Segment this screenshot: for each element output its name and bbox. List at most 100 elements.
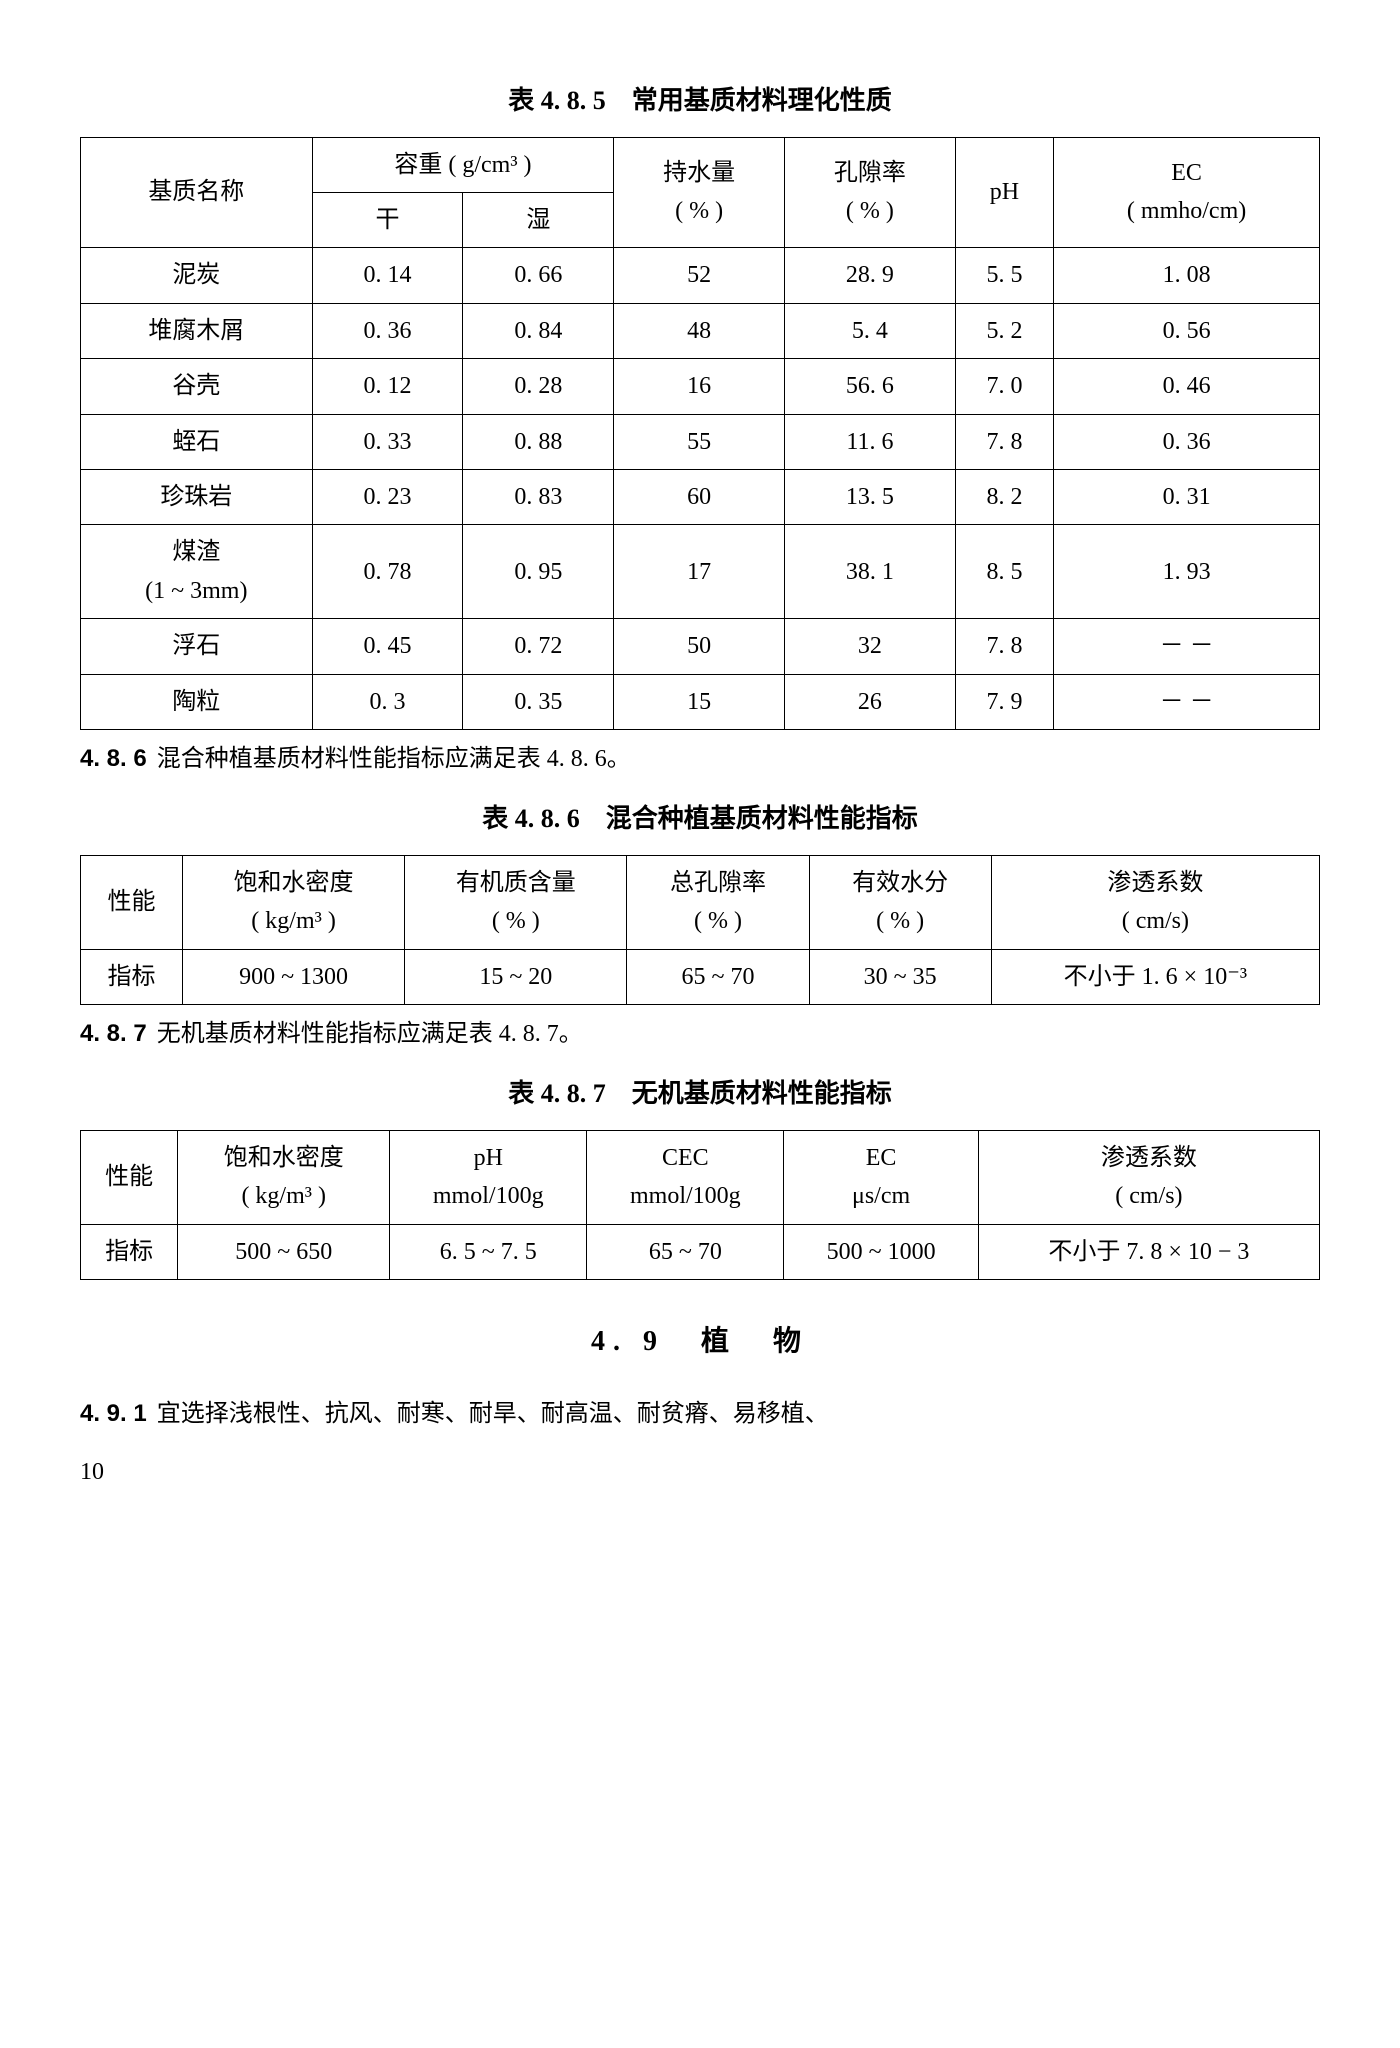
- table-cell: 8. 2: [955, 469, 1053, 524]
- para-486-text: 混合种植基质材料性能指标应满足表 4. 8. 6。: [157, 746, 631, 772]
- table-cell: 堆腐木屑: [81, 303, 313, 358]
- table-header-cell: 饱和水密度 ( kg/m³ ): [182, 855, 404, 949]
- th-name: 基质名称: [81, 137, 313, 248]
- table-cell: 1. 08: [1054, 248, 1320, 303]
- table-cell: 谷壳: [81, 359, 313, 414]
- th-water: 持水量 ( % ): [614, 137, 785, 248]
- table-row: 珍珠岩0. 230. 836013. 58. 20. 31: [81, 469, 1320, 524]
- table-cell: － －: [1054, 619, 1320, 674]
- table-header-cell: 总孔隙率 ( % ): [627, 855, 809, 949]
- th-density: 容重 ( g/cm³ ): [312, 137, 614, 192]
- table-cell: 65 ~ 70: [627, 949, 809, 1004]
- table-cell: 0. 95: [463, 525, 614, 619]
- table-cell: 28. 9: [785, 248, 956, 303]
- table-cell: 不小于 1. 6 × 10⁻³: [991, 949, 1319, 1004]
- table-cell: 0. 14: [312, 248, 463, 303]
- para-487-text: 无机基质材料性能指标应满足表 4. 8. 7。: [157, 1021, 583, 1047]
- table-cell: 0. 66: [463, 248, 614, 303]
- table-cell: 蛭石: [81, 414, 313, 469]
- table-cell: 0. 84: [463, 303, 614, 358]
- table-cell: 52: [614, 248, 785, 303]
- table-cell: 5. 4: [785, 303, 956, 358]
- table-cell: 指标: [81, 1224, 178, 1279]
- th-dry: 干: [312, 192, 463, 247]
- table-row: 蛭石0. 330. 885511. 67. 80. 36: [81, 414, 1320, 469]
- table-cell: 浮石: [81, 619, 313, 674]
- table-cell: 0. 46: [1054, 359, 1320, 414]
- table-header-cell: 渗透系数 ( cm/s): [991, 855, 1319, 949]
- table-cell: 15 ~ 20: [405, 949, 627, 1004]
- para-491-num: 4. 9. 1: [80, 1400, 147, 1427]
- table-cell: 500 ~ 650: [178, 1224, 390, 1279]
- table-header-cell: pH mmol/100g: [390, 1131, 587, 1225]
- table-cell: 0. 78: [312, 525, 463, 619]
- table-cell: 11. 6: [785, 414, 956, 469]
- table-cell: 0. 36: [1054, 414, 1320, 469]
- table-cell: 不小于 7. 8 × 10 − 3: [978, 1224, 1319, 1279]
- table-cell: 7. 8: [955, 619, 1053, 674]
- table-header-cell: 饱和水密度 ( kg/m³ ): [178, 1131, 390, 1225]
- para-491-text: 宜选择浅根性、抗风、耐寒、耐旱、耐高温、耐贫瘠、易移植、: [157, 1401, 829, 1427]
- table-row: 泥炭0. 140. 665228. 95. 51. 08: [81, 248, 1320, 303]
- table-cell: 26: [785, 674, 956, 729]
- table-cell: 65 ~ 70: [587, 1224, 784, 1279]
- table-cell: 7. 0: [955, 359, 1053, 414]
- table-cell: 1. 93: [1054, 525, 1320, 619]
- table-header-cell: CEC mmol/100g: [587, 1131, 784, 1225]
- th-ec: EC ( mmho/cm): [1054, 137, 1320, 248]
- table-cell: 0. 45: [312, 619, 463, 674]
- table-header-cell: 有效水分 ( % ): [809, 855, 991, 949]
- section-49-title: 4. 9 植 物: [80, 1320, 1320, 1365]
- table-cell: 0. 28: [463, 359, 614, 414]
- table-cell: 50: [614, 619, 785, 674]
- table-row: 谷壳0. 120. 281656. 67. 00. 46: [81, 359, 1320, 414]
- table-row: 浮石0. 450. 7250327. 8－ －: [81, 619, 1320, 674]
- table-row: 陶粒0. 30. 3515267. 9－ －: [81, 674, 1320, 729]
- table-487: 性能饱和水密度 ( kg/m³ )pH mmol/100gCEC mmol/10…: [80, 1130, 1320, 1280]
- para-487: 4. 8. 7无机基质材料性能指标应满足表 4. 8. 7。: [80, 1015, 1320, 1053]
- table-cell: 8. 5: [955, 525, 1053, 619]
- table-cell: 0. 56: [1054, 303, 1320, 358]
- th-wet: 湿: [463, 192, 614, 247]
- table-cell: 0. 31: [1054, 469, 1320, 524]
- table-cell: 0. 36: [312, 303, 463, 358]
- table-485-caption: 表 4. 8. 5 常用基质材料理化性质: [80, 80, 1320, 122]
- para-491: 4. 9. 1 宜选择浅根性、抗风、耐寒、耐旱、耐高温、耐贫瘠、易移植、: [80, 1395, 1320, 1433]
- table-cell: 0. 83: [463, 469, 614, 524]
- table-row: 堆腐木屑0. 360. 84485. 45. 20. 56: [81, 303, 1320, 358]
- table-cell: 0. 72: [463, 619, 614, 674]
- table-cell: 煤渣 (1 ~ 3mm): [81, 525, 313, 619]
- table-486-caption: 表 4. 8. 6 混合种植基质材料性能指标: [80, 798, 1320, 840]
- table-cell: 38. 1: [785, 525, 956, 619]
- table-cell: － －: [1054, 674, 1320, 729]
- table-cell: 13. 5: [785, 469, 956, 524]
- table-row: 煤渣 (1 ~ 3mm)0. 780. 951738. 18. 51. 93: [81, 525, 1320, 619]
- table-cell: 32: [785, 619, 956, 674]
- table-485: 基质名称 容重 ( g/cm³ ) 持水量 ( % ) 孔隙率 ( % ) pH…: [80, 137, 1320, 730]
- table-cell: 500 ~ 1000: [784, 1224, 978, 1279]
- table-header-cell: 渗透系数 ( cm/s): [978, 1131, 1319, 1225]
- table-cell: 0. 12: [312, 359, 463, 414]
- th-ph: pH: [955, 137, 1053, 248]
- table-cell: 60: [614, 469, 785, 524]
- table-cell: 5. 5: [955, 248, 1053, 303]
- table-cell: 5. 2: [955, 303, 1053, 358]
- para-486: 4. 8. 6 混合种植基质材料性能指标应满足表 4. 8. 6。: [80, 740, 1320, 778]
- table-486: 性能饱和水密度 ( kg/m³ )有机质含量 ( % )总孔隙率 ( % )有效…: [80, 855, 1320, 1005]
- table-cell: 6. 5 ~ 7. 5: [390, 1224, 587, 1279]
- th-porosity: 孔隙率 ( % ): [785, 137, 956, 248]
- table-cell: 900 ~ 1300: [182, 949, 404, 1004]
- table-cell: 48: [614, 303, 785, 358]
- table-487-caption: 表 4. 8. 7 无机基质材料性能指标: [80, 1073, 1320, 1115]
- table-cell: 55: [614, 414, 785, 469]
- para-486-num: 4. 8. 6: [80, 745, 147, 772]
- table-header-cell: 性能: [81, 1131, 178, 1225]
- table-header-cell: 有机质含量 ( % ): [405, 855, 627, 949]
- table-cell: 0. 35: [463, 674, 614, 729]
- table-cell: 泥炭: [81, 248, 313, 303]
- table-cell: 0. 88: [463, 414, 614, 469]
- table-cell: 30 ~ 35: [809, 949, 991, 1004]
- page-number: 10: [80, 1453, 1320, 1491]
- table-cell: 陶粒: [81, 674, 313, 729]
- table-cell: 7. 8: [955, 414, 1053, 469]
